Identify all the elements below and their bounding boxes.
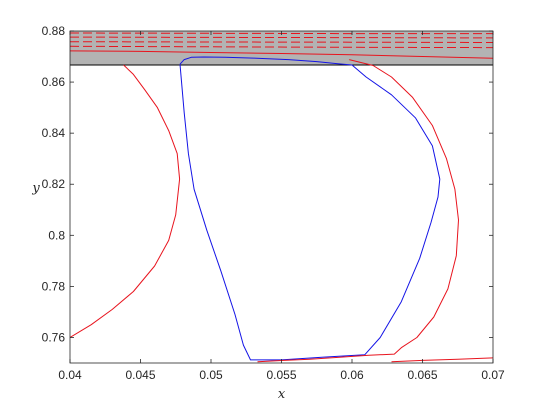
y-tick-label: 0.88 (42, 24, 66, 38)
y-tick-label: 0.84 (42, 126, 66, 140)
y-tick-label: 0.8 (48, 228, 65, 242)
axes-box (69, 30, 494, 364)
series-red-7 (70, 36, 493, 39)
x-tick-label: 0.04 (58, 368, 82, 382)
x-tick-label: 0.045 (125, 368, 155, 382)
x-axis-label: x (278, 387, 286, 402)
series-red-6 (70, 41, 493, 43)
plot-layer (70, 31, 493, 363)
x-tick-label: 0.05 (199, 368, 223, 382)
series-red-4 (70, 50, 493, 59)
series-red-2 (257, 59, 459, 363)
y-tick-label: 0.82 (42, 177, 66, 191)
y-tick-label: 0.76 (42, 330, 66, 344)
series-red-0 (70, 64, 181, 338)
y-tick-label: 0.86 (42, 75, 66, 89)
y-tick-label: 0.78 (42, 279, 66, 293)
x-tick-label: 0.055 (266, 368, 296, 382)
x-tick-label: 0.07 (481, 368, 505, 382)
x-tick-label: 0.065 (407, 368, 437, 382)
series-blue-1 (179, 56, 441, 361)
axes-layer: 0.04 0.045 0.05 0.055 0.06 0.065 0.07 0.76 0.78 0… (42, 24, 505, 382)
series-red-5 (70, 45, 493, 49)
y-axis-label: y (31, 181, 40, 196)
x-tick-label: 0.06 (340, 368, 364, 382)
shaded-band (70, 31, 493, 65)
series-red-3 (391, 357, 493, 363)
